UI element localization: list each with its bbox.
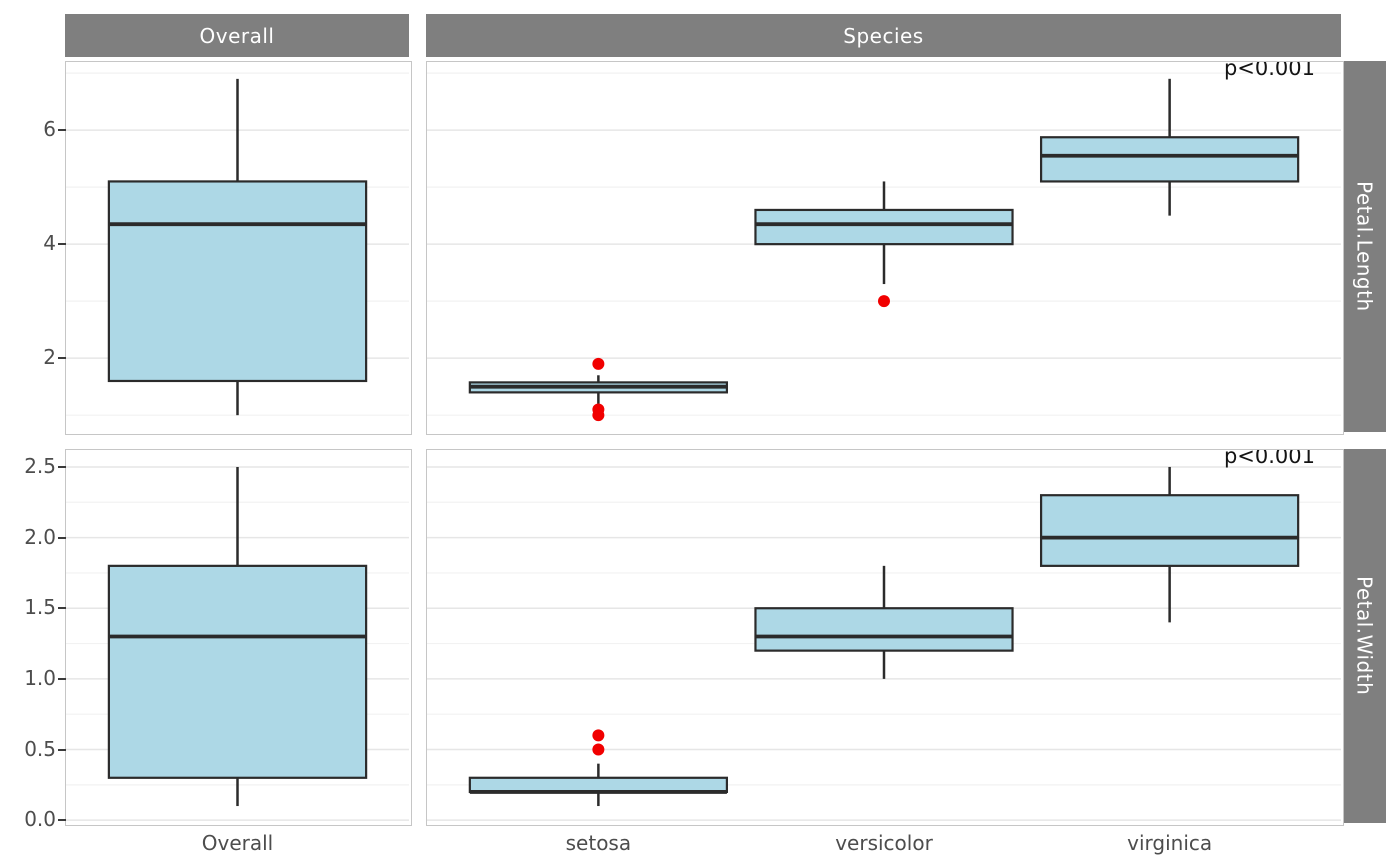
panel-petal-width-overall	[65, 449, 412, 826]
y-tick-mark	[58, 607, 66, 610]
facet-strip-petal-width-label: Petal.Width	[1352, 576, 1377, 696]
box	[107, 180, 368, 383]
y-tick-mark	[58, 465, 66, 468]
facet-strip-petal-length-label: Petal.Length	[1352, 181, 1377, 312]
panel-petal-length-species: p<0.001	[426, 61, 1344, 435]
y-tick-mark	[58, 677, 66, 680]
box	[1039, 494, 1300, 567]
y-tick-mark	[58, 748, 66, 751]
outlier-point	[592, 729, 605, 742]
boxplot-canvas-petal-length-overall	[66, 72, 409, 416]
panel-petal-width-species: p<0.001	[426, 449, 1344, 826]
box	[468, 776, 729, 794]
boxplot-canvas-petal-length-species	[427, 72, 1341, 422]
y-tick-mark	[58, 243, 66, 246]
boxplot-canvas-petal-width-overall	[66, 466, 409, 821]
y-tick-label: 2.0	[24, 524, 56, 549]
facet-strip-species: Species	[426, 14, 1341, 57]
outlier-point	[592, 409, 605, 422]
y-tick-label: 2	[43, 345, 56, 370]
y-tick-mark	[58, 129, 66, 132]
outlier-point	[878, 295, 890, 308]
x-axis-label-virginica: virginica	[1127, 831, 1213, 855]
y-tick-mark	[58, 357, 66, 360]
outlier-point	[592, 743, 605, 756]
y-tick-mark	[58, 819, 66, 822]
facet-strip-species-label: Species	[843, 23, 924, 48]
panel-petal-length-overall	[65, 61, 412, 435]
x-axis-label-versicolor: versicolor	[835, 831, 933, 855]
y-tick-label: 0.0	[24, 807, 56, 832]
facet-strip-petal-length: Petal.Length	[1343, 61, 1386, 432]
outlier-point	[592, 357, 605, 370]
p-value-label-petal-length: p<0.001	[1223, 61, 1315, 80]
facet-strip-overall-label: Overall	[199, 23, 275, 48]
facet-strip-petal-width: Petal.Width	[1343, 449, 1386, 823]
box	[1039, 136, 1300, 183]
p-value-label-petal-width: p<0.001	[1223, 449, 1315, 468]
box	[754, 607, 1014, 652]
x-axis-label-setosa: setosa	[565, 831, 632, 855]
y-tick-mark	[58, 536, 66, 539]
y-tick-label: 0.5	[24, 736, 56, 761]
facet-strip-overall: Overall	[65, 14, 409, 57]
box	[107, 564, 368, 779]
x-axis-label-overall: Overall	[201, 831, 274, 855]
y-tick-label: 4	[43, 231, 56, 256]
y-tick-label: 1.5	[24, 595, 56, 620]
y-tick-label: 1.0	[24, 665, 56, 690]
box	[754, 208, 1014, 246]
y-tick-label: 6	[43, 117, 56, 142]
y-tick-label: 2.5	[24, 453, 56, 478]
boxplot-canvas-petal-width-species	[427, 466, 1341, 821]
